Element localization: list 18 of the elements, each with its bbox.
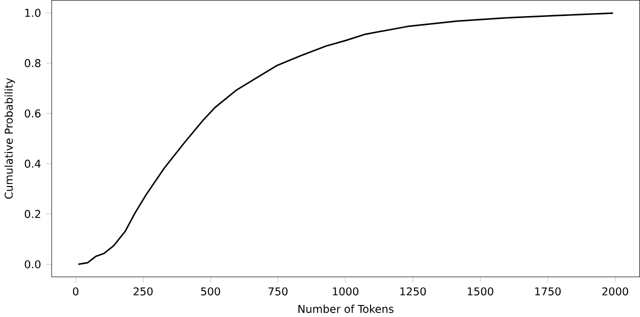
x-tick-label: 2000 bbox=[602, 287, 628, 296]
y-tick-label: 0.8 bbox=[24, 58, 40, 67]
x-tick-label: 500 bbox=[201, 287, 220, 296]
y-tick-label: 1.0 bbox=[25, 8, 40, 17]
x-tick-label: 1250 bbox=[400, 287, 426, 296]
x-axis-title: Number of Tokens bbox=[298, 304, 394, 313]
y-tick-label: 0.2 bbox=[24, 210, 40, 218]
x-tick-label: 0 bbox=[72, 287, 78, 296]
x-tick-label: 1500 bbox=[468, 287, 494, 296]
y-tick-label: 0.6 bbox=[24, 109, 40, 118]
y-tick-label: 0.0 bbox=[24, 260, 40, 268]
y-tick-label: 0.4 bbox=[24, 159, 41, 168]
x-tick-label: 750 bbox=[268, 287, 288, 296]
y-axis-title: Cumulative Probability bbox=[4, 78, 15, 198]
x-tick-label: 1750 bbox=[535, 287, 561, 296]
line-series bbox=[78, 12, 614, 265]
x-tick-label: 1000 bbox=[332, 287, 358, 296]
x-tick-label: 250 bbox=[134, 287, 153, 296]
